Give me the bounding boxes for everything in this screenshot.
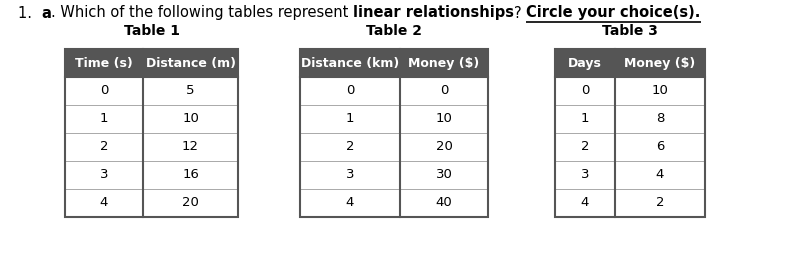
Text: a: a [42,5,51,20]
Text: 4: 4 [346,197,354,210]
Bar [65,49,238,217]
Bar [555,77,615,105]
Text: Circle your choice(s).: Circle your choice(s). [526,5,701,20]
Text: 40: 40 [436,197,452,210]
Text: 30: 30 [435,169,453,182]
Text: 1.: 1. [18,5,42,20]
Bar [65,133,143,161]
Text: 20: 20 [435,140,453,154]
Bar [143,49,238,77]
Bar [615,189,705,217]
Text: Distance (m): Distance (m) [146,56,235,69]
Text: 1: 1 [346,112,354,126]
Text: linear relationships: linear relationships [353,5,514,20]
Bar [615,133,705,161]
Bar [300,189,400,217]
Text: 16: 16 [182,169,199,182]
Text: ?: ? [514,5,526,20]
Text: 5: 5 [186,84,194,97]
Text: 1: 1 [100,112,108,126]
Text: 0: 0 [100,84,108,97]
Bar [615,49,705,77]
Bar [143,105,238,133]
Bar [65,105,143,133]
Bar [555,133,615,161]
Bar [400,133,488,161]
Bar [555,105,615,133]
Bar [300,133,400,161]
Bar [400,105,488,133]
Bar [555,49,705,217]
Bar [300,105,400,133]
Bar [300,49,488,217]
Text: Table 1: Table 1 [123,24,179,38]
Bar [65,161,143,189]
Text: Money ($): Money ($) [624,56,696,69]
Text: Time (s): Time (s) [75,56,133,69]
Bar [300,77,400,105]
Bar [615,77,705,105]
Text: 1: 1 [581,112,590,126]
Text: 4: 4 [100,197,108,210]
Text: 4: 4 [656,169,664,182]
Bar [143,133,238,161]
Text: Distance (km): Distance (km) [301,56,399,69]
Bar [615,161,705,189]
Text: 3: 3 [346,169,354,182]
Text: 2: 2 [346,140,354,154]
Bar [400,189,488,217]
Bar [400,49,488,77]
Bar [555,189,615,217]
Text: 6: 6 [656,140,664,154]
Text: 0: 0 [346,84,354,97]
Bar [143,77,238,105]
Bar [143,189,238,217]
Text: 4: 4 [581,197,589,210]
Bar [555,49,615,77]
Text: Money ($): Money ($) [408,56,480,69]
Text: Table 3: Table 3 [602,24,658,38]
Text: 10: 10 [651,84,669,97]
Text: 10: 10 [182,112,199,126]
Bar [143,161,238,189]
Bar [300,49,400,77]
Bar [300,161,400,189]
Text: 3: 3 [581,169,590,182]
Bar [555,161,615,189]
Text: Days: Days [568,56,602,69]
Text: 12: 12 [182,140,199,154]
Text: 3: 3 [100,169,108,182]
Text: 8: 8 [656,112,664,126]
Text: 0: 0 [581,84,589,97]
Text: Table 2: Table 2 [366,24,422,38]
Text: 10: 10 [435,112,453,126]
Text: 2: 2 [656,197,664,210]
Text: . Which of the following tables represent: . Which of the following tables represen… [51,5,353,20]
Bar [400,161,488,189]
Bar [400,77,488,105]
Bar [615,105,705,133]
Text: 2: 2 [100,140,108,154]
Text: 20: 20 [182,197,199,210]
Text: 0: 0 [440,84,448,97]
Bar [65,77,143,105]
Bar [65,49,143,77]
Text: 2: 2 [581,140,590,154]
Bar [65,189,143,217]
